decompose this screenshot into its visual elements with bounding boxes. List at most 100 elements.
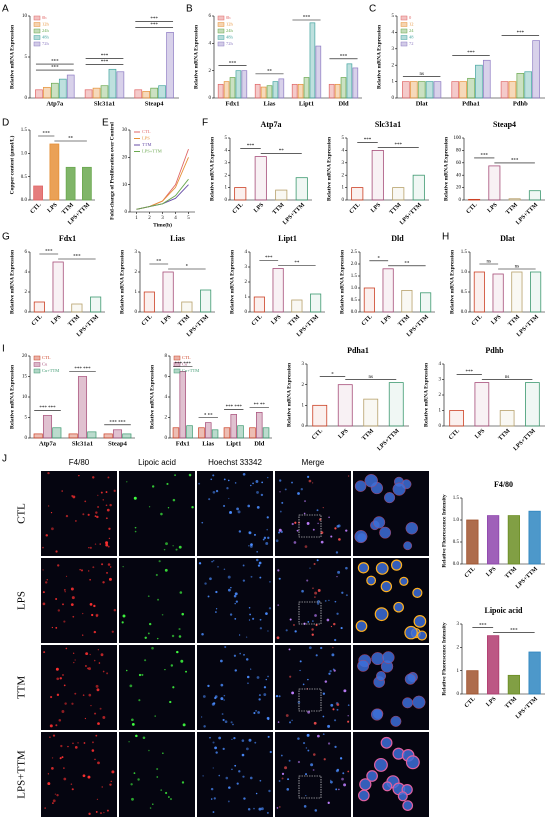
nucleus xyxy=(397,791,408,802)
cell xyxy=(220,659,223,663)
legend-swatch xyxy=(217,15,225,21)
cell xyxy=(59,677,62,680)
y-tick-label: 2 xyxy=(439,393,442,398)
x-tick-label: CTL xyxy=(361,314,374,327)
cell xyxy=(131,718,134,722)
x-tick-label: LPS+TTM xyxy=(515,696,539,720)
cell xyxy=(281,501,284,504)
bar xyxy=(272,268,284,313)
y-tick-label: 0.5 xyxy=(461,290,468,295)
nucleus xyxy=(355,620,368,632)
cell xyxy=(305,773,307,776)
y-tick-label: 4 xyxy=(165,395,168,400)
cell xyxy=(297,760,301,764)
cell xyxy=(96,688,100,692)
cell xyxy=(315,654,318,657)
y-tick-label: 1 xyxy=(302,403,305,408)
y-tick-label: 6 xyxy=(209,14,212,19)
y-tick-label: 3 xyxy=(392,47,395,52)
cell xyxy=(336,708,339,711)
cell xyxy=(259,627,263,630)
legend-label: LPS+TTM xyxy=(142,149,162,154)
bar xyxy=(142,91,151,99)
significance-label: *** xyxy=(467,51,475,56)
cell xyxy=(289,618,292,621)
cell xyxy=(84,717,87,720)
x-axis-label: Time(h) xyxy=(153,221,172,228)
y-tick-label: 2 xyxy=(209,69,212,74)
y-tick-label: 2 xyxy=(25,290,28,295)
cell xyxy=(45,581,48,584)
cell xyxy=(70,783,73,785)
cell xyxy=(291,691,294,695)
cell xyxy=(110,566,112,568)
micrograph xyxy=(197,732,273,817)
cell xyxy=(103,811,105,814)
cell xyxy=(279,806,281,808)
cell xyxy=(176,650,179,654)
significance-label: *** xyxy=(247,144,255,149)
significance-label: *** *** xyxy=(74,367,91,372)
cell xyxy=(72,742,74,745)
cell xyxy=(51,626,53,629)
cell xyxy=(111,630,114,633)
x-tick-label: LPS xyxy=(474,428,486,440)
cell xyxy=(165,791,168,795)
x-tick-label: LPS xyxy=(490,314,502,326)
significance-label: ns xyxy=(487,260,492,265)
cell xyxy=(340,626,343,630)
y-tick-label: 2 xyxy=(135,270,138,275)
y-axis-label: Relative mRNA Expression xyxy=(376,25,382,89)
x-tick-label: Atp7a xyxy=(46,100,64,107)
cell xyxy=(42,602,46,606)
cell xyxy=(88,667,91,671)
cell xyxy=(63,684,66,687)
cell xyxy=(78,474,80,477)
x-tick-label: TTM xyxy=(61,202,75,216)
nucleus xyxy=(412,695,426,709)
nucleus xyxy=(382,651,395,664)
cell xyxy=(338,538,341,541)
cell xyxy=(169,700,172,704)
cell xyxy=(334,527,337,530)
legend-label: TTM xyxy=(142,142,152,147)
cell xyxy=(247,682,249,685)
cell xyxy=(266,516,269,519)
chart-title: Pdhb xyxy=(485,346,504,355)
cell xyxy=(223,694,226,697)
x-tick-label: Fdx1 xyxy=(225,100,239,107)
cell xyxy=(160,789,163,791)
cell xyxy=(341,777,344,781)
cell xyxy=(101,563,104,566)
y-tick-label: 1 xyxy=(135,290,138,295)
cell xyxy=(147,632,150,635)
x-tick-label: CTL xyxy=(141,314,154,327)
cell xyxy=(56,693,60,697)
y-tick-label: 4 xyxy=(342,149,345,154)
cell xyxy=(311,482,314,484)
cell xyxy=(276,636,280,640)
cell xyxy=(313,562,316,566)
cell xyxy=(99,543,101,545)
y-tick-label: 100 xyxy=(454,136,462,141)
chart-title: F4/80 xyxy=(494,480,513,489)
significance-label: ** xyxy=(279,149,285,154)
y-tick-label: 0 xyxy=(135,310,138,315)
cell xyxy=(284,766,288,770)
cell xyxy=(233,654,237,657)
cell xyxy=(256,558,259,562)
nucleus xyxy=(412,587,423,598)
cell xyxy=(230,586,232,589)
cell xyxy=(92,476,95,479)
cell xyxy=(55,550,58,553)
legend-swatch xyxy=(173,355,181,361)
y-tick-label: 3 xyxy=(439,378,442,383)
cell xyxy=(47,505,50,507)
bar xyxy=(475,64,483,99)
y-tick-label: 0.0 xyxy=(461,310,468,315)
cell xyxy=(312,528,315,531)
bar xyxy=(466,670,479,695)
bar xyxy=(116,71,125,99)
x-tick-label: LPS xyxy=(485,696,497,708)
bar xyxy=(508,198,521,201)
